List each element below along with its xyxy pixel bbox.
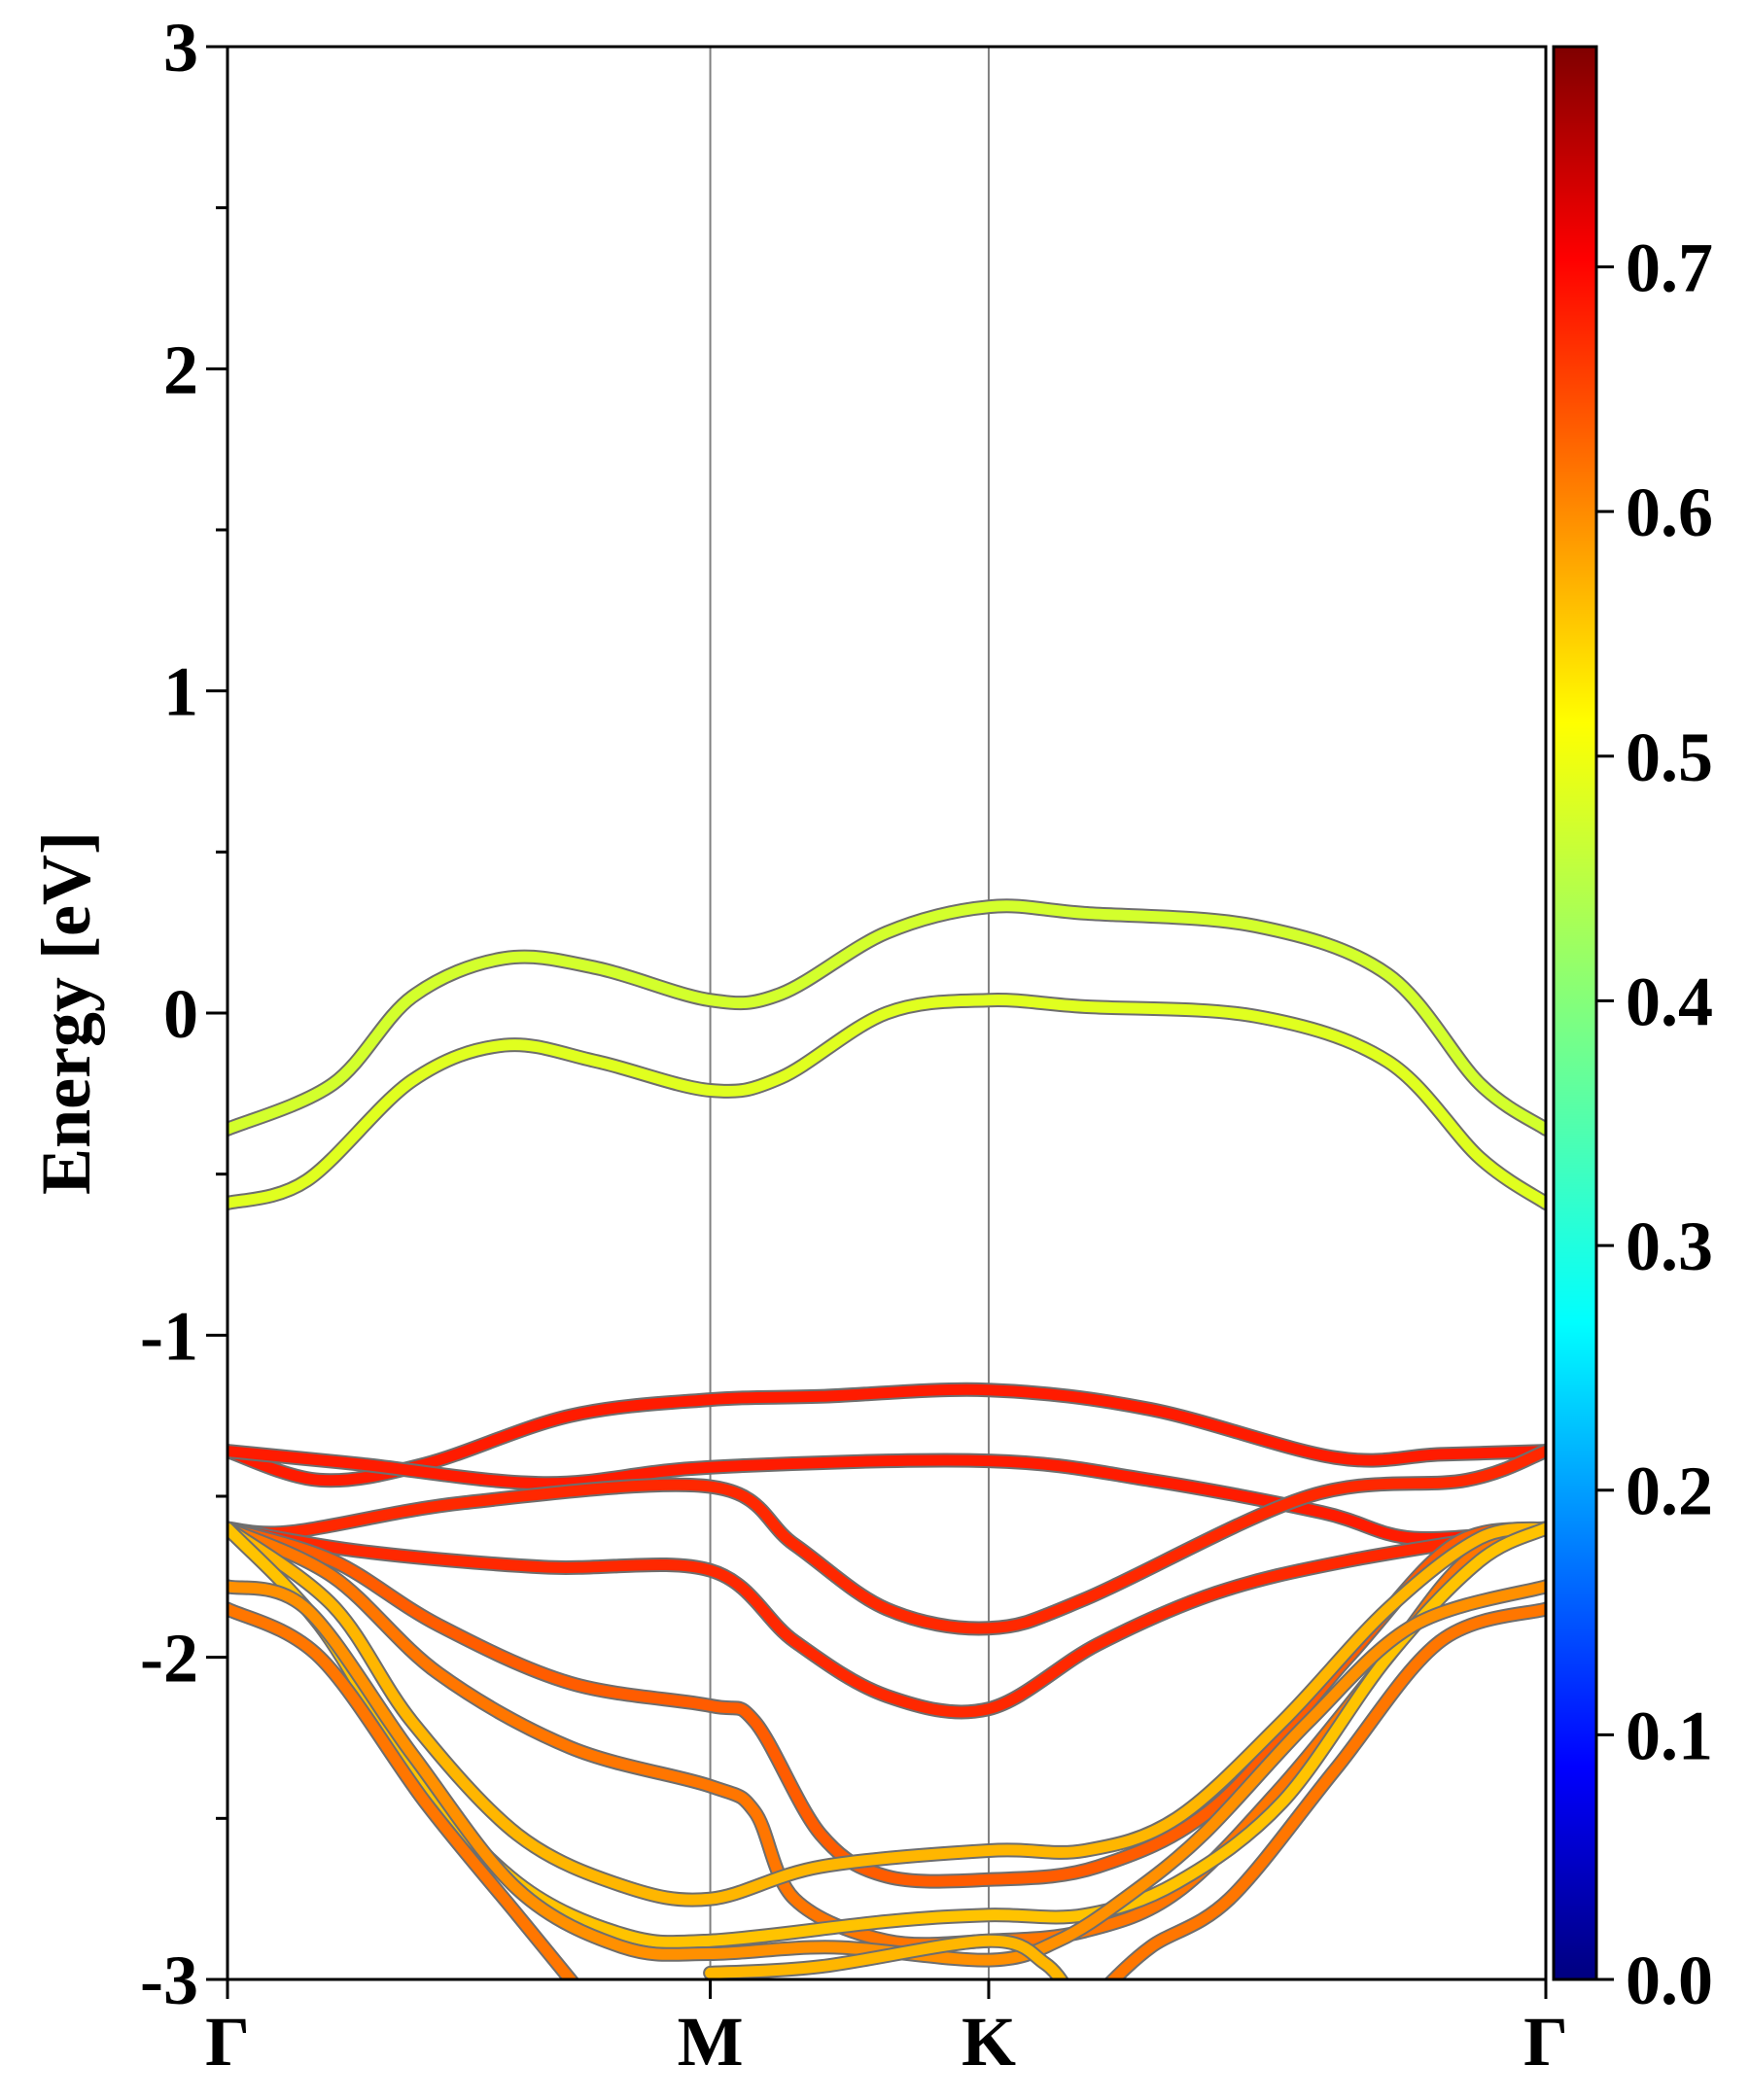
x-tick-label: K — [962, 2003, 1016, 2081]
y-tick-label: -1 — [140, 1297, 198, 1375]
colorbar-tick-label: 0.3 — [1626, 1208, 1713, 1285]
y-tick-label: 1 — [163, 653, 198, 731]
y-tick-label: 3 — [163, 9, 198, 87]
y-axis-ticks: 3 2 1 0 -1 -2 -3 — [140, 9, 228, 2019]
colorbar-tick-label: 0.4 — [1626, 962, 1713, 1040]
band-line-1 — [228, 995, 1546, 1208]
colorbar-ticks: 0.0 0.1 0.2 0.3 0.4 0.5 0.6 0.7 — [1596, 228, 1713, 2019]
band-line-12 — [705, 1935, 1068, 1979]
y-axis-title: Energy [eV] — [27, 831, 105, 1195]
colorbar-tick-label: 0.0 — [1626, 1942, 1713, 2019]
band-line-8 — [228, 1522, 1546, 1906]
y-tick-label: 2 — [163, 331, 198, 408]
band-line-4 — [228, 1446, 1546, 1634]
band-line-11 — [228, 1603, 578, 1979]
x-tick-label: Γ — [1523, 2003, 1568, 2081]
band-line-3 — [228, 1446, 1546, 1545]
band-line-9 — [228, 1522, 1546, 1948]
colorbar-tick-label: 0.2 — [1626, 1452, 1713, 1530]
y-tick-label: -3 — [140, 1942, 198, 2019]
y-tick-label: 0 — [163, 975, 198, 1053]
x-tick-label: Γ — [205, 2003, 250, 2081]
band-line-5 — [228, 1522, 1546, 1718]
colorbar-tick-label: 0.7 — [1626, 228, 1713, 306]
high-symmetry-lines — [709, 47, 990, 1979]
band-outline-1 — [228, 993, 1546, 1210]
y-tick-label: -2 — [140, 1620, 198, 1698]
band-line-13 — [1105, 1603, 1546, 1979]
colorbar-tick-label: 0.5 — [1626, 718, 1713, 796]
x-tick-label: M — [678, 2003, 744, 2081]
colorbar-tick-label: 0.6 — [1626, 473, 1713, 551]
colorbar-tick-label: 0.1 — [1626, 1697, 1713, 1774]
band-line-0 — [228, 900, 1546, 1135]
colorbar — [1552, 45, 1598, 1981]
band-lines — [228, 898, 1546, 1979]
